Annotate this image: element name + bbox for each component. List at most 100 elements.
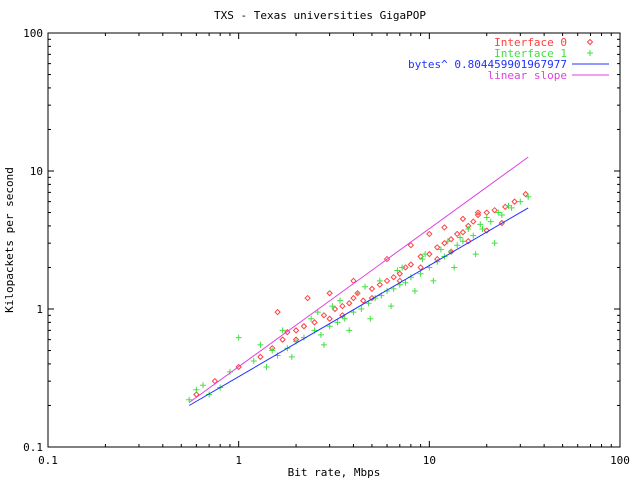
data-point-series-2	[334, 319, 341, 326]
data-point-series-2	[235, 334, 242, 341]
data-point-series-1	[407, 241, 415, 249]
data-point-series-1	[483, 209, 490, 216]
data-point-series-1	[453, 230, 461, 238]
data-point-series-2	[422, 251, 429, 258]
data-point-series-2	[472, 251, 479, 258]
data-point-series-2	[419, 256, 426, 263]
data-point-series-2	[337, 297, 344, 304]
series-line-4	[188, 156, 529, 403]
data-point-series-2	[317, 331, 324, 338]
data-point-series-1	[470, 218, 477, 225]
data-point-series-2	[517, 198, 524, 205]
y-tick-label: 100	[23, 27, 43, 40]
data-point-series-1	[511, 198, 518, 205]
data-point-series-1	[339, 312, 346, 319]
data-point-series-2	[346, 327, 353, 334]
data-point-series-2	[376, 277, 383, 284]
data-point-series-1	[235, 363, 242, 371]
data-point-series-2	[250, 357, 257, 364]
x-tick-label: 100	[610, 454, 630, 467]
data-point-series-1	[292, 327, 300, 334]
data-point-series-1	[459, 229, 467, 236]
data-point-series-1	[474, 209, 482, 216]
data-point-series-1	[390, 273, 397, 281]
data-point-series-2	[308, 315, 315, 322]
data-point-series-1	[331, 305, 339, 313]
x-axis-label: Bit rate, Mbps	[288, 466, 381, 479]
data-point-series-2	[437, 246, 444, 253]
data-point-series-2	[354, 290, 361, 297]
x-tick-label: 0.1	[38, 454, 58, 467]
data-point-series-2	[288, 353, 295, 360]
data-point-series-2	[193, 386, 200, 393]
data-point-series-2	[430, 277, 437, 284]
legend-label: linear slope	[488, 69, 567, 82]
data-point-series-2	[491, 240, 498, 247]
chart-title: TXS - Texas universities GigaPOP	[214, 9, 426, 22]
data-point-series-1	[434, 244, 441, 251]
data-point-series-1	[320, 312, 328, 319]
data-point-series-2	[362, 283, 369, 290]
data-points	[186, 190, 532, 403]
data-point-series-1	[417, 264, 424, 271]
data-point-series-1	[483, 227, 490, 234]
y-tick-label: 10	[30, 165, 43, 178]
data-point-series-1	[474, 211, 482, 219]
fit-lines	[188, 156, 529, 406]
data-point-series-2	[454, 242, 461, 249]
data-point-series-2	[388, 303, 395, 310]
data-point-series-2	[451, 264, 458, 271]
data-point-series-2	[477, 221, 484, 228]
data-point-series-2	[341, 315, 348, 322]
plot-area-frame	[47, 32, 621, 448]
data-point-series-1	[407, 261, 415, 268]
data-point-series-1	[326, 315, 333, 322]
legend-marker	[586, 38, 594, 46]
data-point-series-1	[383, 277, 391, 285]
data-point-series-1	[279, 336, 286, 343]
legend-label: Interface 0	[494, 36, 567, 49]
data-point-series-2	[329, 303, 336, 310]
x-tick-label: 1	[235, 454, 242, 467]
data-point-series-2	[314, 309, 321, 316]
data-point-series-2	[498, 211, 505, 218]
data-point-series-2	[186, 396, 193, 403]
data-point-series-1	[376, 281, 384, 288]
data-point-series-1	[396, 270, 404, 277]
data-point-series-2	[199, 382, 206, 389]
data-point-series-2	[465, 225, 472, 232]
data-point-series-2	[394, 267, 401, 274]
legend-label: Interface 1	[494, 47, 567, 60]
data-point-series-1	[491, 206, 498, 214]
data-point-series-2	[470, 232, 477, 239]
data-point-series-1	[304, 294, 311, 302]
data-point-series-1	[368, 294, 376, 302]
data-point-series-1	[284, 328, 291, 336]
data-point-series-2	[495, 209, 502, 216]
data-point-series-2	[417, 270, 424, 277]
data-point-series-1	[360, 297, 367, 304]
data-point-series-1	[426, 250, 433, 258]
data-point-series-1	[522, 190, 529, 198]
data-point-series-2	[483, 214, 490, 221]
data-point-series-1	[300, 323, 308, 330]
data-point-series-2	[525, 193, 532, 200]
data-point-series-1	[402, 264, 409, 271]
data-point-series-2	[279, 327, 286, 334]
data-point-series-1	[326, 290, 333, 297]
data-point-series-2	[479, 225, 486, 232]
series-line-3	[188, 207, 529, 406]
y-tick-label: 0.1	[23, 441, 43, 454]
data-point-series-2	[358, 306, 365, 312]
data-point-series-1	[274, 308, 281, 316]
y-axis-label: Kilopackets per second	[3, 167, 16, 313]
data-point-series-2	[444, 238, 451, 245]
data-point-series-1	[426, 230, 433, 238]
x-tick-label: 10	[423, 454, 436, 467]
data-point-series-2	[508, 204, 515, 211]
data-point-series-2	[257, 341, 264, 348]
data-point-series-1	[350, 294, 357, 302]
data-point-series-2	[399, 264, 406, 271]
